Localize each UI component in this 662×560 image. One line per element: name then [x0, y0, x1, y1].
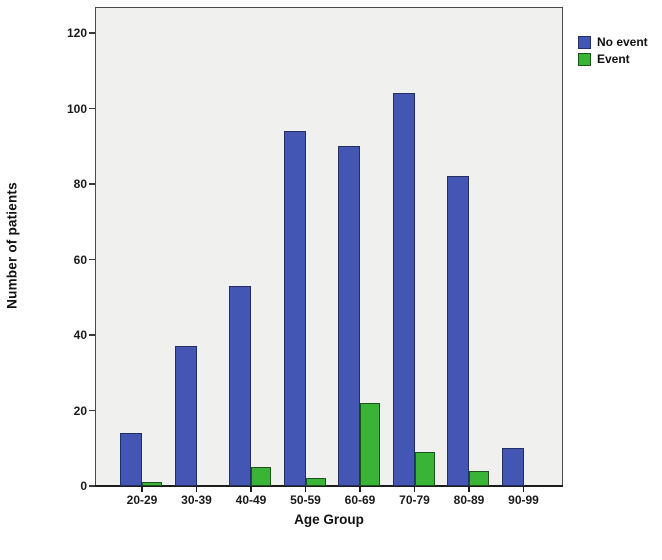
- legend: No event Event: [578, 35, 648, 69]
- x-tick-label-60-69: 60-69: [344, 493, 376, 507]
- bar-event-20-29: [142, 482, 162, 486]
- x-axis-line: [95, 484, 563, 487]
- bar-event-40-49: [251, 467, 271, 486]
- bar-no-event-20-29: [120, 433, 142, 486]
- x-tick-label-30-39: 30-39: [181, 493, 212, 507]
- y-tick-mark-80: [89, 183, 95, 185]
- legend-item-event: Event: [578, 52, 648, 66]
- x-axis-title: Age Group: [294, 512, 364, 527]
- x-tick-label-40-49: 40-49: [235, 493, 267, 507]
- bar-no-event-50-59: [283, 131, 306, 486]
- x-tick-label-50-59: 50-59: [290, 493, 321, 507]
- bar-event-70-79: [414, 452, 435, 486]
- y-tick-mark-100: [89, 107, 95, 110]
- y-tick-label-80: 80: [73, 177, 87, 191]
- y-tick-mark-0: [89, 485, 95, 487]
- x-tick-mark-60-69: [359, 486, 361, 492]
- x-tick-mark-50-59: [304, 486, 307, 492]
- y-tick-label-20: 20: [73, 403, 87, 418]
- x-tick-label-20-29: 20-29: [126, 493, 158, 507]
- bar-no-event-70-79: [392, 93, 415, 486]
- y-tick-label-100: 100: [66, 101, 87, 116]
- bar-no-event-60-69: [338, 146, 360, 486]
- x-tick-mark-30-39: [195, 486, 198, 492]
- legend-item-no-event: No event: [578, 35, 648, 49]
- plot-area: [95, 7, 563, 486]
- x-tick-label-70-79: 70-79: [399, 493, 430, 507]
- x-tick-mark-70-79: [413, 486, 416, 492]
- x-tick-mark-80-89: [468, 486, 470, 492]
- y-tick-label-120: 120: [66, 26, 87, 40]
- x-tick-mark-90-99: [522, 486, 525, 492]
- bar-no-event-40-49: [229, 286, 251, 486]
- x-tick-mark-20-29: [141, 486, 143, 492]
- legend-label-event: Event: [597, 52, 630, 66]
- y-tick-mark-120: [89, 32, 95, 34]
- bar-event-50-59: [305, 478, 326, 486]
- y-tick-mark-20: [89, 409, 95, 412]
- x-tick-label-90-99: 90-99: [508, 493, 539, 507]
- legend-swatch-no-event: [578, 35, 591, 49]
- x-tick-mark-40-49: [250, 486, 252, 492]
- y-tick-label-0: 0: [80, 479, 87, 493]
- x-tick-label-80-89: 80-89: [453, 493, 485, 507]
- bar-event-60-69: [360, 403, 380, 486]
- y-tick-mark-60: [89, 258, 95, 261]
- bar-no-event-30-39: [174, 346, 197, 486]
- y-tick-label-60: 60: [73, 252, 87, 267]
- legend-label-no-event: No event: [597, 35, 648, 49]
- bar-no-event-80-89: [447, 176, 469, 486]
- legend-swatch-event: [578, 52, 591, 66]
- bar-no-event-90-99: [501, 448, 524, 486]
- y-tick-label-40: 40: [73, 328, 87, 342]
- bar-event-80-89: [469, 471, 489, 486]
- y-axis-title: Number of patients: [4, 182, 20, 309]
- y-tick-mark-40: [89, 334, 95, 336]
